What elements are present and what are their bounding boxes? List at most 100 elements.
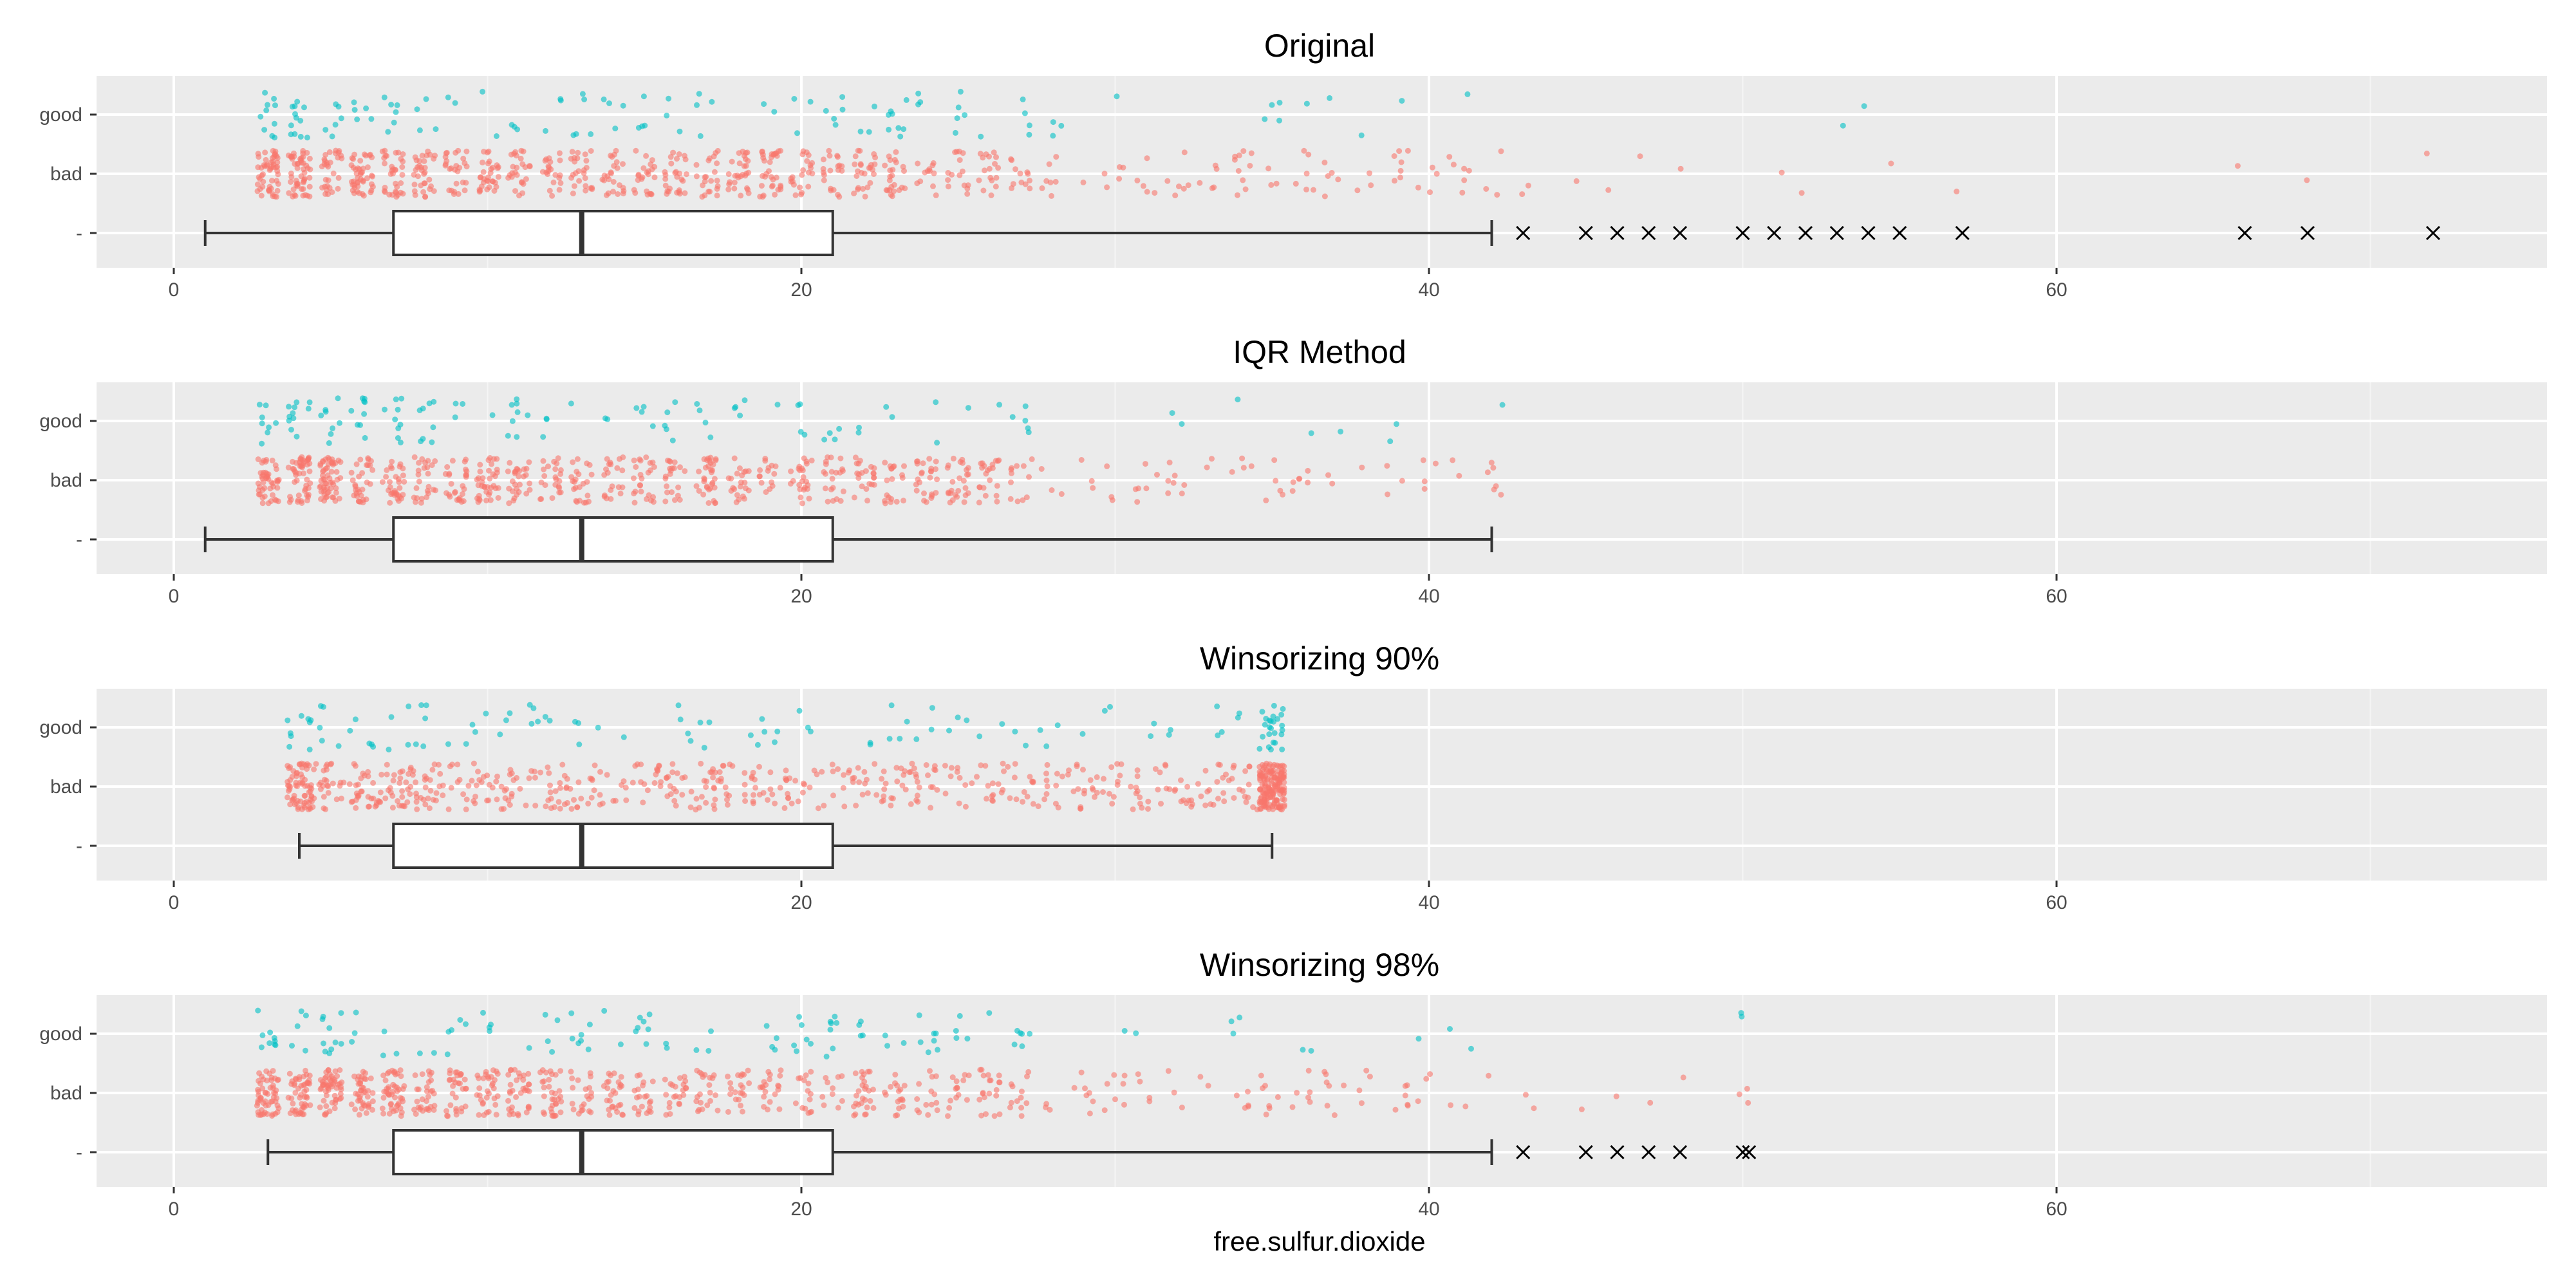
jitter-point-bad — [552, 788, 559, 794]
jitter-point-bad — [1030, 778, 1036, 785]
jitter-point-good — [1268, 746, 1274, 752]
jitter-point-bad — [507, 767, 514, 773]
jitter-point-bad — [380, 1072, 387, 1079]
jitter-point-good — [771, 109, 778, 115]
jitter-point-bad — [619, 467, 626, 474]
jitter-point-bad — [254, 188, 261, 194]
jitter-point-bad — [998, 789, 1005, 796]
jitter-point-bad — [285, 1094, 292, 1101]
jitter-point-good — [933, 399, 939, 406]
jitter-point-bad — [552, 466, 559, 472]
jitter-point-bad — [1290, 479, 1296, 485]
jitter-point-bad — [274, 159, 281, 165]
jitter-point-bad — [815, 805, 821, 812]
jitter-point-bad — [902, 787, 909, 793]
jitter-point-good — [420, 406, 426, 412]
jitter-point-bad — [1130, 806, 1136, 812]
jitter-point-bad — [671, 798, 678, 804]
jitter-point-bad — [864, 790, 871, 796]
jitter-point-bad — [298, 771, 304, 778]
jitter-point-bad — [700, 491, 707, 498]
jitter-point-bad — [929, 162, 936, 169]
jitter-point-bad — [370, 796, 377, 802]
jitter-point-good — [917, 99, 924, 106]
jitter-point-bad — [957, 475, 963, 481]
jitter-point-bad — [864, 1104, 870, 1110]
jitter-point-bad — [323, 1069, 330, 1076]
jitter-point-bad — [1158, 801, 1164, 807]
jitter-point-bad — [829, 761, 835, 768]
jitter-point-bad — [611, 1070, 617, 1076]
jitter-point-good — [1026, 131, 1032, 138]
jitter-point-bad — [1018, 180, 1025, 185]
jitter-point-bad — [419, 1071, 425, 1078]
jitter-point-bad — [887, 167, 893, 174]
jitter-point-bad — [532, 803, 539, 809]
jitter-point-bad — [413, 485, 420, 491]
jitter-point-bad — [527, 480, 533, 487]
jitter-point-bad — [478, 779, 485, 785]
jitter-point-bad — [520, 1077, 527, 1083]
jitter-point-bad — [358, 169, 364, 176]
jitter-point-bad — [881, 786, 888, 792]
jitter-point-bad — [872, 154, 879, 161]
jitter-point-bad — [507, 802, 513, 808]
jitter-bad-points — [285, 760, 1287, 813]
jitter-point-good — [304, 135, 310, 141]
jitter-point-bad — [356, 1112, 362, 1118]
jitter-point-bad — [915, 160, 921, 167]
jitter-point-good — [1050, 133, 1056, 139]
jitter-point-bad — [1134, 788, 1141, 794]
jitter-point-bad — [545, 171, 551, 177]
jitter-point-good — [962, 112, 968, 118]
jitter-point-bad — [411, 454, 418, 460]
jitter-point-good — [957, 88, 964, 95]
jitter-point-bad — [576, 178, 583, 184]
jitter-point-bad — [443, 150, 449, 156]
jitter-point-bad — [1026, 474, 1032, 480]
jitter-point-good — [258, 1044, 265, 1050]
jitter-point-bad — [892, 1112, 899, 1119]
jitter-point-bad — [742, 781, 748, 788]
jitter-point-good — [395, 435, 401, 441]
jitter-point-good — [453, 400, 459, 407]
jitter-point-bad — [547, 789, 554, 796]
jitter-point-bad — [406, 770, 412, 777]
jitter-point-bad — [449, 187, 454, 194]
jitter-point-good — [642, 122, 648, 129]
jitter-point-bad — [573, 498, 579, 504]
jitter-point-bad — [400, 151, 406, 157]
jitter-point-bad — [1116, 176, 1123, 182]
jitter-point-bad — [483, 1071, 489, 1078]
jitter-point-bad — [348, 469, 355, 476]
jitter-point-bad — [853, 1100, 859, 1106]
jitter-point-bad — [351, 151, 358, 158]
jitter-point-bad — [946, 1105, 953, 1111]
jitter-point-bad — [1007, 795, 1013, 801]
jitter-point-bad — [620, 454, 626, 460]
jitter-point-bad — [539, 169, 546, 175]
jitter-point-bad — [463, 163, 470, 170]
jitter-point-bad — [924, 168, 931, 174]
jitter-point-bad — [1329, 170, 1335, 176]
jitter-point-bad — [962, 1072, 968, 1078]
jitter-point-good — [319, 738, 325, 744]
jitter-point-bad — [854, 1092, 859, 1099]
jitter-point-bad — [290, 458, 295, 465]
jitter-point-good — [796, 707, 803, 714]
jitter-point-bad — [1246, 1103, 1251, 1110]
jitter-point-bad — [1525, 182, 1531, 189]
jitter-point-good — [694, 102, 700, 108]
jitter-point-bad — [1274, 797, 1280, 803]
jitter-point-bad — [948, 765, 955, 771]
jitter-point-bad — [323, 1103, 330, 1109]
jitter-point-bad — [268, 159, 274, 165]
jitter-point-bad — [292, 1090, 299, 1096]
jitter-point-good — [1276, 117, 1282, 124]
jitter-point-good — [353, 1009, 359, 1016]
jitter-point-bad — [1024, 1073, 1030, 1079]
jitter-point-bad — [950, 455, 957, 462]
jitter-point-bad — [823, 1075, 829, 1081]
jitter-point-bad — [507, 1081, 514, 1088]
jitter-point-bad — [547, 782, 553, 789]
